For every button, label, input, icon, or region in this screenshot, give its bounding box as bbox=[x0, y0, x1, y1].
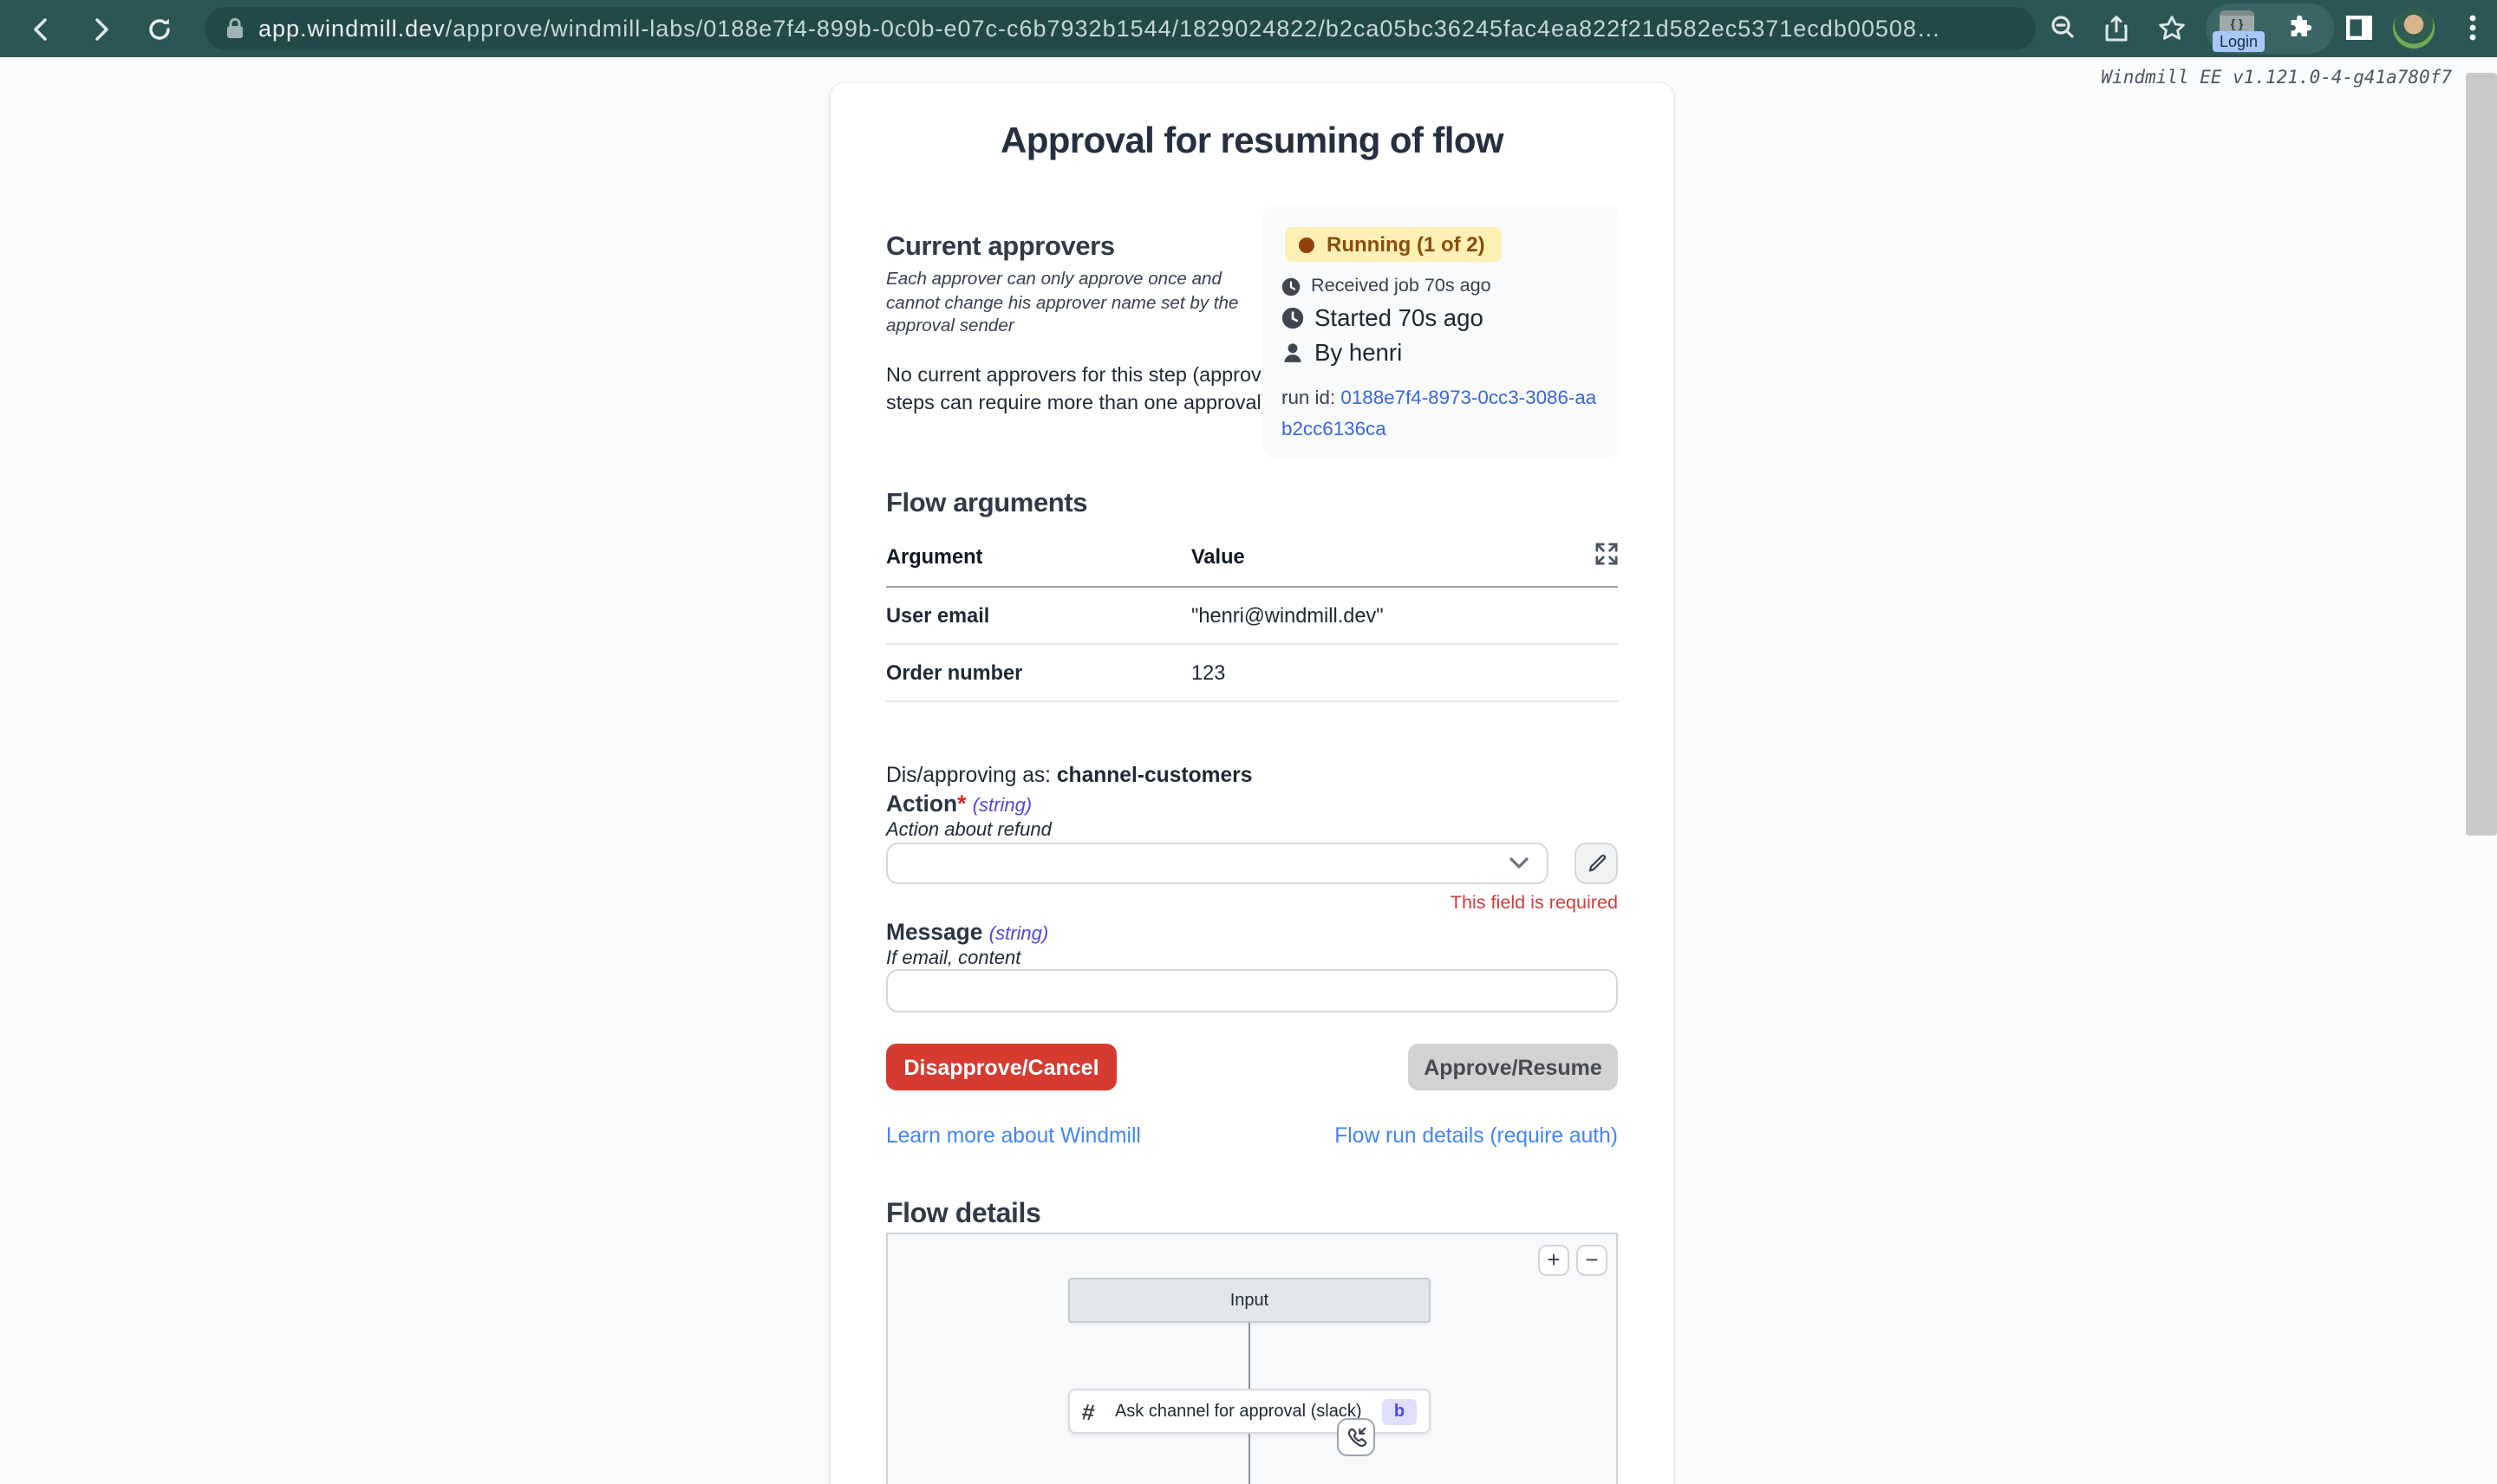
approving-as-line: Dis/approving as: channel-customers bbox=[886, 763, 1252, 787]
person-icon bbox=[1284, 343, 1301, 362]
flow-arguments-heading: Flow arguments bbox=[886, 489, 1088, 518]
received-text: Received job 70s ago bbox=[1311, 276, 1491, 296]
flow-edge bbox=[1248, 1323, 1250, 1389]
page-title: Approval for resuming of flow bbox=[1001, 121, 1504, 161]
approving-as-value: channel-customers bbox=[1056, 763, 1253, 787]
disapprove-button[interactable]: Disapprove/Cancel bbox=[886, 1044, 1117, 1090]
status-badge-label: Running (1 of 2) bbox=[1327, 232, 1485, 257]
required-field-message: This field is required bbox=[1450, 893, 1618, 914]
current-approvers-section: Current approvers Each approver can only… bbox=[886, 232, 1281, 419]
learn-more-link[interactable]: Learn more about Windmill bbox=[886, 1123, 1141, 1148]
flow-node-input[interactable]: Input bbox=[1068, 1278, 1431, 1323]
flow-arguments-table: Argument Value User email "henri@windmil… bbox=[886, 530, 1618, 702]
expand-icon[interactable] bbox=[1595, 543, 1618, 570]
action-select[interactable] bbox=[886, 843, 1548, 884]
run-id-label: run id: bbox=[1281, 388, 1341, 409]
approve-button[interactable]: Approve/Resume bbox=[1408, 1044, 1618, 1090]
phone-incoming-icon bbox=[1346, 1426, 1366, 1447]
graph-zoom-out-button[interactable]: − bbox=[1576, 1245, 1607, 1276]
approval-card: Approval for resuming of flow Current ap… bbox=[831, 83, 1673, 1484]
browser-toolbar: app.windmill.dev/approve/windmill-labs/0… bbox=[0, 0, 2497, 57]
arg-name: Order number bbox=[886, 661, 1023, 685]
flow-node-label: Ask channel for approval (slack) bbox=[1114, 1402, 1362, 1421]
node-id-badge: b bbox=[1382, 1398, 1417, 1424]
flow-details-heading: Flow details bbox=[886, 1200, 1041, 1229]
login-extension-badge: Login bbox=[2213, 31, 2266, 52]
arg-value: "henri@windmill.dev" bbox=[1191, 603, 1384, 628]
chevron-down-icon bbox=[1509, 857, 1529, 869]
extensions-puzzle-icon[interactable] bbox=[2279, 7, 2320, 49]
reload-button[interactable] bbox=[139, 8, 180, 49]
lock-icon bbox=[227, 17, 243, 38]
approvers-note: Each approver can only approve once and … bbox=[886, 270, 1239, 337]
received-row: Received job 70s ago bbox=[1281, 276, 1601, 296]
flow-edge bbox=[1248, 1434, 1250, 1484]
address-bar[interactable]: app.windmill.dev/approve/windmill-labs/0… bbox=[205, 7, 2036, 50]
action-field-label: Action* (string) bbox=[886, 791, 1032, 817]
url-text: app.windmill.dev/approve/windmill-labs/0… bbox=[258, 16, 1941, 42]
clock-icon bbox=[1281, 277, 1301, 296]
graph-zoom-in-button[interactable]: + bbox=[1538, 1245, 1569, 1276]
side-panel-icon[interactable] bbox=[2337, 7, 2379, 49]
job-status-box: Running (1 of 2) Received job 70s ago St… bbox=[1262, 205, 1620, 458]
action-type-hint: (string) bbox=[972, 796, 1033, 817]
running-dot-icon bbox=[1299, 237, 1314, 252]
bookmark-star-icon[interactable] bbox=[2150, 7, 2192, 49]
required-star: * bbox=[957, 791, 967, 817]
run-id-line: run id: 0188e7f4-8973-0cc3-3086-aab2cc61… bbox=[1281, 383, 1601, 447]
approvers-empty-text: No current approvers for this step (appr… bbox=[886, 363, 1277, 415]
pencil-icon bbox=[1588, 854, 1606, 872]
arg-name: User email bbox=[886, 603, 990, 628]
action-description: Action about refund bbox=[886, 820, 1052, 841]
flow-arguments-header: Argument Value bbox=[886, 530, 1618, 588]
url-domain: app.windmill.dev bbox=[258, 16, 446, 42]
started-row: Started 70s ago bbox=[1281, 305, 1601, 331]
back-button[interactable] bbox=[21, 8, 62, 49]
message-description: If email, content bbox=[886, 948, 1021, 969]
suspend-step-badge bbox=[1337, 1418, 1375, 1456]
forward-button[interactable] bbox=[80, 8, 121, 49]
page-scrollbar[interactable] bbox=[2466, 73, 2497, 836]
approving-as-label: Dis/approving as: bbox=[886, 763, 1057, 787]
col-argument: Argument bbox=[886, 544, 983, 569]
table-row: User email "henri@windmill.dev" bbox=[886, 588, 1618, 645]
action-label-text: Action bbox=[886, 791, 958, 817]
edit-action-button[interactable] bbox=[1574, 843, 1618, 884]
run-id-link[interactable]: 0188e7f4-8973-0cc3-3086-aab2cc6136ca bbox=[1281, 388, 1597, 441]
flow-run-details-link[interactable]: Flow run details (require auth) bbox=[1334, 1123, 1618, 1148]
message-input[interactable] bbox=[886, 969, 1618, 1012]
flow-node-slack-approval[interactable]: # Ask channel for approval (slack) b bbox=[1068, 1389, 1431, 1434]
arg-value: 123 bbox=[1191, 661, 1226, 685]
message-type-hint: (string) bbox=[988, 924, 1049, 945]
windmill-version: Windmill EE v1.121.0-4-g41a780f7 bbox=[2101, 68, 2452, 88]
col-value: Value bbox=[1191, 544, 1245, 569]
started-text: Started 70s ago bbox=[1314, 305, 1483, 331]
url-path: /approve/windmill-labs/0188e7f4-899b-0c0… bbox=[445, 16, 1941, 42]
message-label-text: Message bbox=[886, 919, 983, 945]
profile-avatar[interactable] bbox=[2393, 7, 2435, 49]
clock-icon bbox=[1281, 307, 1304, 329]
zoom-out-page-icon[interactable] bbox=[2043, 7, 2084, 49]
browser-menu-icon[interactable] bbox=[2452, 7, 2494, 49]
slack-icon: # bbox=[1080, 1397, 1096, 1425]
share-icon[interactable] bbox=[2095, 7, 2136, 49]
footer-links: Learn more about Windmill Flow run detai… bbox=[886, 1123, 1618, 1148]
flow-graph: + − Input # Ask channel for approval (sl… bbox=[886, 1233, 1618, 1484]
table-row: Order number 123 bbox=[886, 645, 1618, 702]
by-row: By henri bbox=[1281, 340, 1601, 366]
current-approvers-heading: Current approvers bbox=[886, 232, 1115, 262]
status-badge: Running (1 of 2) bbox=[1285, 227, 1503, 262]
by-text: By henri bbox=[1314, 340, 1403, 366]
message-field-label: Message (string) bbox=[886, 919, 1048, 945]
